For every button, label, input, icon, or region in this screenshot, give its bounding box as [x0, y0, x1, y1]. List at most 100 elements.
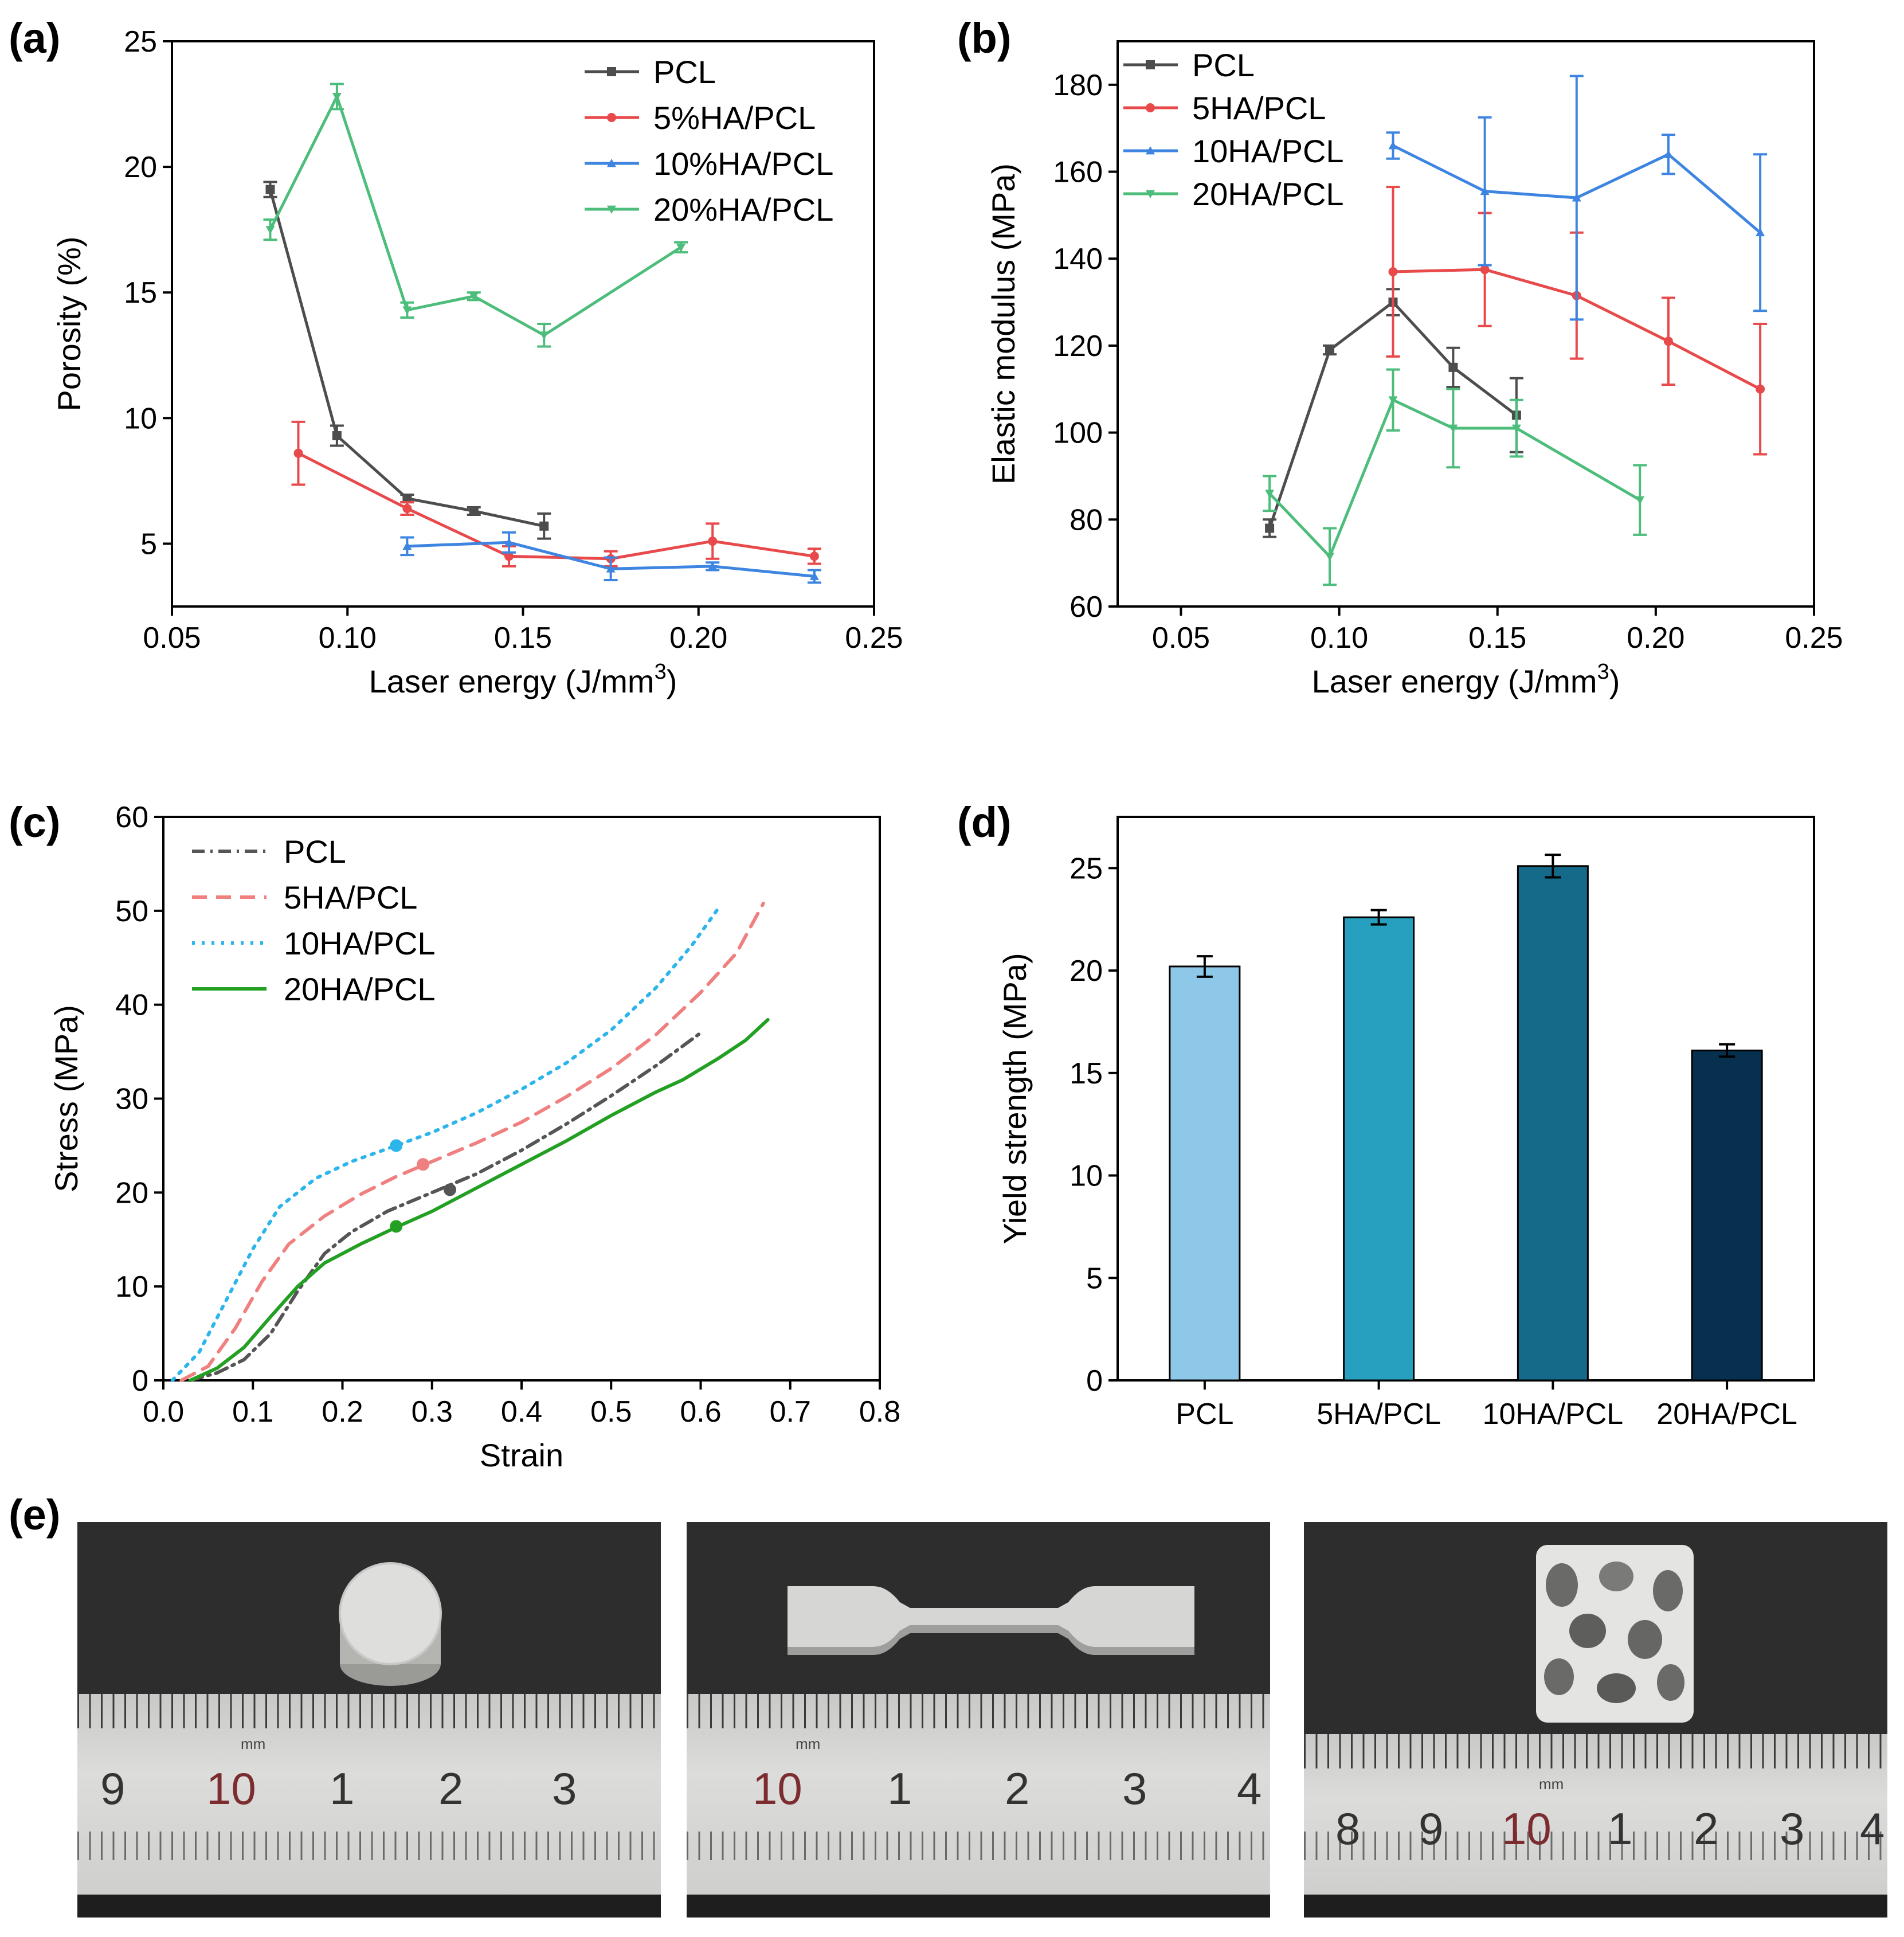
- data-point: [1635, 496, 1645, 505]
- data-point: [402, 541, 412, 550]
- y-axis-label: Elastic modulus (MPa): [985, 163, 1021, 484]
- data-point: [1388, 267, 1398, 276]
- ruler: mm 9 10 1 2 3: [77, 1694, 661, 1895]
- ruler-number: 2: [1005, 1763, 1030, 1814]
- x-axis-label-sup: 3: [655, 660, 667, 684]
- y-tick-label: 10: [115, 1270, 148, 1304]
- ruler-mm-label: mm: [796, 1735, 821, 1752]
- x-tick-label: 0.0: [143, 1395, 184, 1429]
- legend-label: 5HA/PCL: [284, 879, 417, 915]
- y-tick-label: 20: [115, 1176, 148, 1210]
- legend-label: 10HA/PCL: [284, 925, 436, 961]
- data-point: [332, 431, 342, 441]
- x-axis-label-end: ): [1609, 663, 1620, 699]
- series-10hapcl: [170, 906, 720, 1382]
- series-20hapcl: [188, 1018, 770, 1382]
- ruler-number: 9: [1419, 1803, 1444, 1854]
- category-label: 10HA/PCL: [1483, 1398, 1624, 1431]
- data-point: [1265, 523, 1275, 533]
- x-tick-label: 0.20: [669, 621, 727, 655]
- yield-point: [390, 1220, 403, 1233]
- x-axis-label: Laser energy (J/mm3): [1312, 660, 1620, 699]
- data-point: [1572, 193, 1581, 202]
- panel-label-a: (a): [9, 14, 60, 62]
- x-tick-label: 0.4: [501, 1395, 542, 1429]
- x-axis-label-main: Laser energy (J/mm: [369, 663, 655, 699]
- photo-scaffold-specimen: mm 8 9 10 1 2 3 4: [1304, 1522, 1887, 1918]
- y-tick-label: 15: [1069, 1057, 1103, 1090]
- photo-dogbone-specimen: mm 10 1 2 3 4: [687, 1522, 1270, 1918]
- data-point: [539, 521, 549, 531]
- legend-label: 5%HA/PCL: [653, 100, 816, 136]
- series-pcl: [188, 1031, 703, 1382]
- data-point: [607, 205, 616, 214]
- y-axis-label: Porosity (%): [51, 237, 87, 412]
- series-line: [269, 189, 544, 528]
- data-point: [504, 551, 514, 561]
- legend-label: 10%HA/PCL: [653, 146, 833, 182]
- ruler-number: 1: [1608, 1803, 1633, 1854]
- panel-label-b: (b): [957, 14, 1012, 62]
- category-label: 20HA/PCL: [1656, 1398, 1797, 1431]
- category-label: PCL: [1176, 1398, 1233, 1431]
- ruler-number: 4: [1860, 1803, 1885, 1854]
- y-tick-label: 0: [1086, 1364, 1103, 1398]
- y-tick-label: 50: [115, 895, 148, 928]
- legend-label: PCL: [1192, 47, 1255, 83]
- data-point: [809, 551, 819, 561]
- data-point: [809, 572, 819, 580]
- gyroid-scaffold-image: [1536, 1545, 1694, 1723]
- x-tick-label: 0.20: [1627, 621, 1684, 655]
- series-20hapcl: [263, 83, 688, 348]
- data-point: [1388, 396, 1398, 405]
- x-tick-label: 0.2: [322, 1395, 363, 1429]
- x-axis-label-main: Laser energy (J/mm: [1312, 663, 1597, 699]
- y-tick-label: 15: [124, 276, 157, 310]
- y-tick-label: 120: [1053, 330, 1103, 363]
- y-tick-label: 160: [1053, 156, 1103, 189]
- series-20hapcl: [1263, 368, 1647, 586]
- data-point: [1448, 362, 1458, 372]
- data-point: [676, 243, 686, 252]
- data-point: [606, 564, 616, 573]
- x-tick-label: 0.10: [1310, 621, 1368, 655]
- data-point: [469, 506, 479, 516]
- y-tick-label: 60: [115, 801, 148, 834]
- x-tick-label: 0.7: [770, 1395, 811, 1429]
- data-point: [402, 306, 412, 315]
- y-axis-label: Yield strength (MPa): [997, 953, 1033, 1244]
- ruler-number: 3: [1780, 1803, 1805, 1854]
- x-tick-label: 0.8: [859, 1395, 900, 1429]
- chart-porosity: 5 10 15 20 25 0.05 0.10 0.15 0.20 0.25 Porosity (%…: [51, 25, 903, 699]
- data-point: [1388, 141, 1398, 150]
- ruler: mm 10 1 2 3 4: [687, 1694, 1270, 1895]
- data-point: [607, 67, 616, 76]
- series-10hapcl: [1386, 75, 1768, 321]
- data-point: [708, 561, 718, 570]
- y-tick-label: 0: [132, 1364, 148, 1398]
- data-point: [469, 292, 479, 301]
- bar: [1691, 1049, 1763, 1382]
- x-axis-label-end: ): [667, 663, 677, 699]
- chart-yield-strength: 0 5 10 15 20 25 Yield strength (MPa) PCL 5HA/PCL…: [997, 816, 1815, 1431]
- ruler-number: 8: [1335, 1803, 1361, 1854]
- y-tick-label: 30: [115, 1083, 148, 1116]
- legend-label: 20%HA/PCL: [653, 191, 833, 228]
- data-point: [539, 331, 549, 340]
- legend-label: 20HA/PCL: [1192, 176, 1344, 212]
- data-point: [1511, 424, 1521, 433]
- legend-label: 20HA/PCL: [284, 971, 436, 1007]
- legend-label: 5HA/PCL: [1192, 90, 1326, 126]
- data-point: [1756, 384, 1765, 394]
- ruler-number: 4: [1237, 1763, 1262, 1814]
- stress-strain-curve: [188, 1018, 770, 1382]
- y-tick-label: 140: [1053, 242, 1103, 276]
- y-tick-label: 5: [140, 527, 157, 561]
- y-tick-label: 10: [124, 402, 157, 435]
- series-5hapcl: [291, 420, 821, 568]
- chart-stress-strain: 0 10 20 30 40 50 60 0.0 0.1 0.2 0.3 0.4 0.5 0.6 0.7 0.8…: [48, 801, 900, 1473]
- series-line: [269, 92, 682, 337]
- data-point: [265, 185, 275, 194]
- x-tick-label: 0.3: [412, 1395, 453, 1429]
